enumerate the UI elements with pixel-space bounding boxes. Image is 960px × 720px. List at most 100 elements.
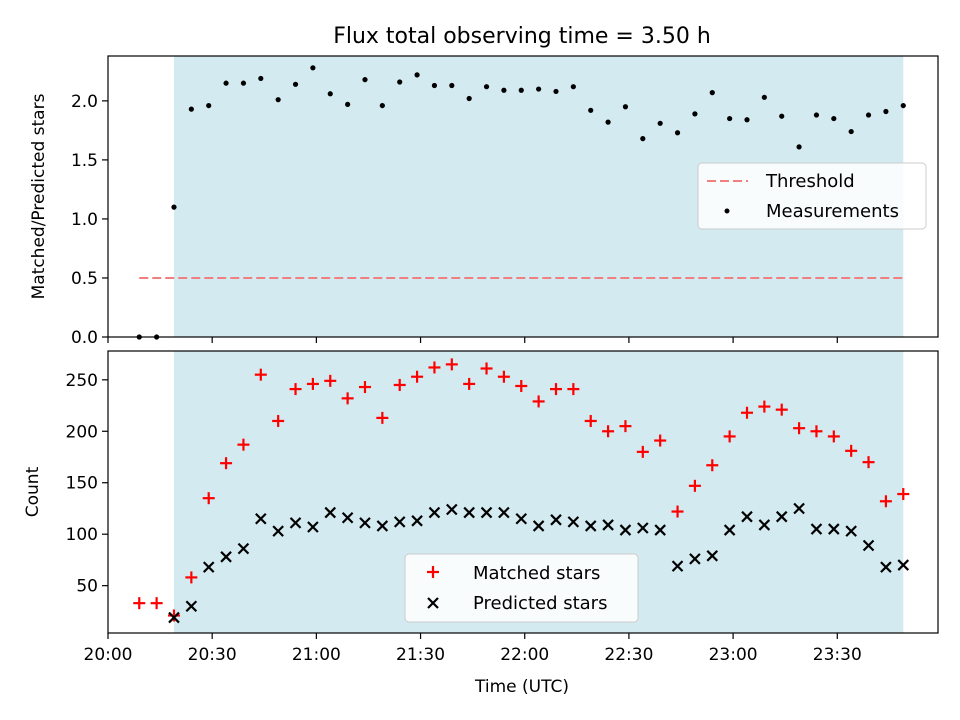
count-y-tick-label: 200 — [66, 422, 98, 442]
measurement-point — [883, 108, 889, 115]
legend-predicted-label: Predicted stars — [473, 593, 607, 614]
matched-star-point — [671, 505, 684, 518]
x-tick-label: 21:00 — [292, 645, 341, 665]
count-y-ticks: 50 100 150 200 250 — [66, 371, 108, 597]
measurement-point — [813, 112, 820, 118]
predicted-star-point — [185, 600, 198, 613]
predicted-star-point — [810, 523, 823, 535]
measurement-point — [310, 65, 316, 71]
predicted-star-point — [272, 525, 284, 537]
ratio-y-tick-label: 0.0 — [71, 328, 98, 348]
matched-star-point — [740, 406, 753, 419]
measurement-point — [588, 107, 594, 113]
measurement-point — [761, 94, 767, 100]
measurement-point — [345, 101, 351, 108]
predicted-star-point — [393, 516, 406, 528]
matched-star-point — [775, 403, 788, 416]
predicted-star-point — [897, 559, 910, 571]
predicted-star-point — [550, 514, 562, 526]
measurement-point — [327, 91, 333, 97]
ratio-x-ticks — [107, 337, 838, 343]
matched-star-point — [515, 379, 528, 392]
matched-star-point — [532, 395, 545, 408]
matched-star-point — [793, 422, 806, 435]
measurement-point — [900, 102, 906, 109]
measurement-point — [865, 112, 872, 118]
matched-star-point — [341, 392, 354, 405]
matched-star-point — [480, 362, 493, 375]
matched-star-point — [758, 400, 771, 413]
predicted-star-point — [671, 560, 684, 572]
measurement-point — [240, 80, 247, 86]
predicted-star-point — [463, 506, 475, 519]
matched-star-point — [393, 378, 406, 391]
matched-star-point — [636, 445, 649, 458]
predicted-star-point — [324, 506, 337, 519]
legend-threshold-label: Threshold — [765, 171, 855, 192]
matched-star-point — [445, 358, 458, 371]
matched-star-point — [862, 456, 875, 469]
matched-star-point — [897, 488, 910, 501]
matched-star-point — [306, 377, 319, 390]
measurement-point — [848, 128, 854, 135]
legend-matched-label: Matched stars — [473, 563, 600, 584]
x-tick-label: 20:00 — [84, 645, 133, 665]
predicted-star-point — [411, 515, 423, 527]
matched-star-point — [411, 370, 424, 383]
matched-star-point — [810, 425, 823, 438]
measurement-point — [744, 117, 750, 123]
predicted-star-point — [515, 512, 528, 525]
measurement-point — [692, 111, 698, 117]
count-y-tick-label: 250 — [66, 371, 98, 391]
predicted-star-point — [237, 542, 250, 555]
measurement-point — [570, 84, 576, 90]
measurement-point — [483, 84, 490, 90]
measurement-point — [292, 81, 299, 87]
count-legend: Matched stars Predicted stars — [404, 553, 639, 623]
x-axis-label: Time (UTC) — [474, 677, 569, 697]
measurement-point — [397, 79, 403, 85]
matched-star-point — [202, 492, 215, 505]
measurement-point — [640, 136, 646, 142]
measurement-point — [605, 119, 611, 125]
measurement-point — [709, 90, 715, 96]
measurement-point — [466, 95, 472, 102]
legend-measurements-swatch — [724, 208, 730, 214]
predicted-star-point — [689, 553, 701, 565]
predicted-star-point — [168, 611, 180, 624]
ratio-y-axis-label: Matched/Predicted stars — [29, 93, 49, 299]
matched-star-point — [167, 609, 180, 622]
predicted-star-point — [359, 517, 371, 529]
matched-star-point — [654, 434, 667, 447]
predicted-star-point — [758, 519, 771, 531]
x-tick-label: 22:00 — [500, 645, 549, 665]
ratio-y-ticks: 0.0 0.5 1.0 1.5 2.0 — [71, 92, 108, 348]
measurement-point — [449, 82, 455, 89]
measurement-point — [831, 115, 837, 122]
measurement-point — [414, 72, 420, 78]
matched-star-point — [723, 430, 736, 443]
legend-matched-swatch — [427, 566, 439, 578]
x-tick-label: 20:30 — [188, 645, 237, 665]
matched-star-point — [619, 420, 632, 433]
predicted-star-point — [567, 516, 580, 528]
matched-star-point — [706, 459, 719, 472]
measurement-point — [518, 87, 524, 93]
matched-star-point — [463, 377, 476, 390]
predicted-star-point — [741, 510, 753, 523]
matched-star-point — [845, 444, 858, 457]
measurement-point — [275, 97, 281, 103]
matched-star-point — [584, 414, 597, 427]
measurement-point — [674, 130, 681, 136]
ratio-y-tick-label: 2.0 — [71, 92, 98, 112]
measurement-point — [553, 88, 559, 95]
predicted-star-point — [828, 523, 840, 535]
matched-star-point — [497, 370, 510, 383]
matched-star-point — [324, 374, 337, 387]
x-tick-label: 23:30 — [813, 645, 862, 665]
predicted-star-point — [775, 510, 788, 523]
matched-star-point — [150, 597, 163, 610]
measurement-point — [622, 104, 629, 110]
matched-stars-points — [133, 358, 910, 622]
predicted-star-point — [446, 503, 458, 516]
